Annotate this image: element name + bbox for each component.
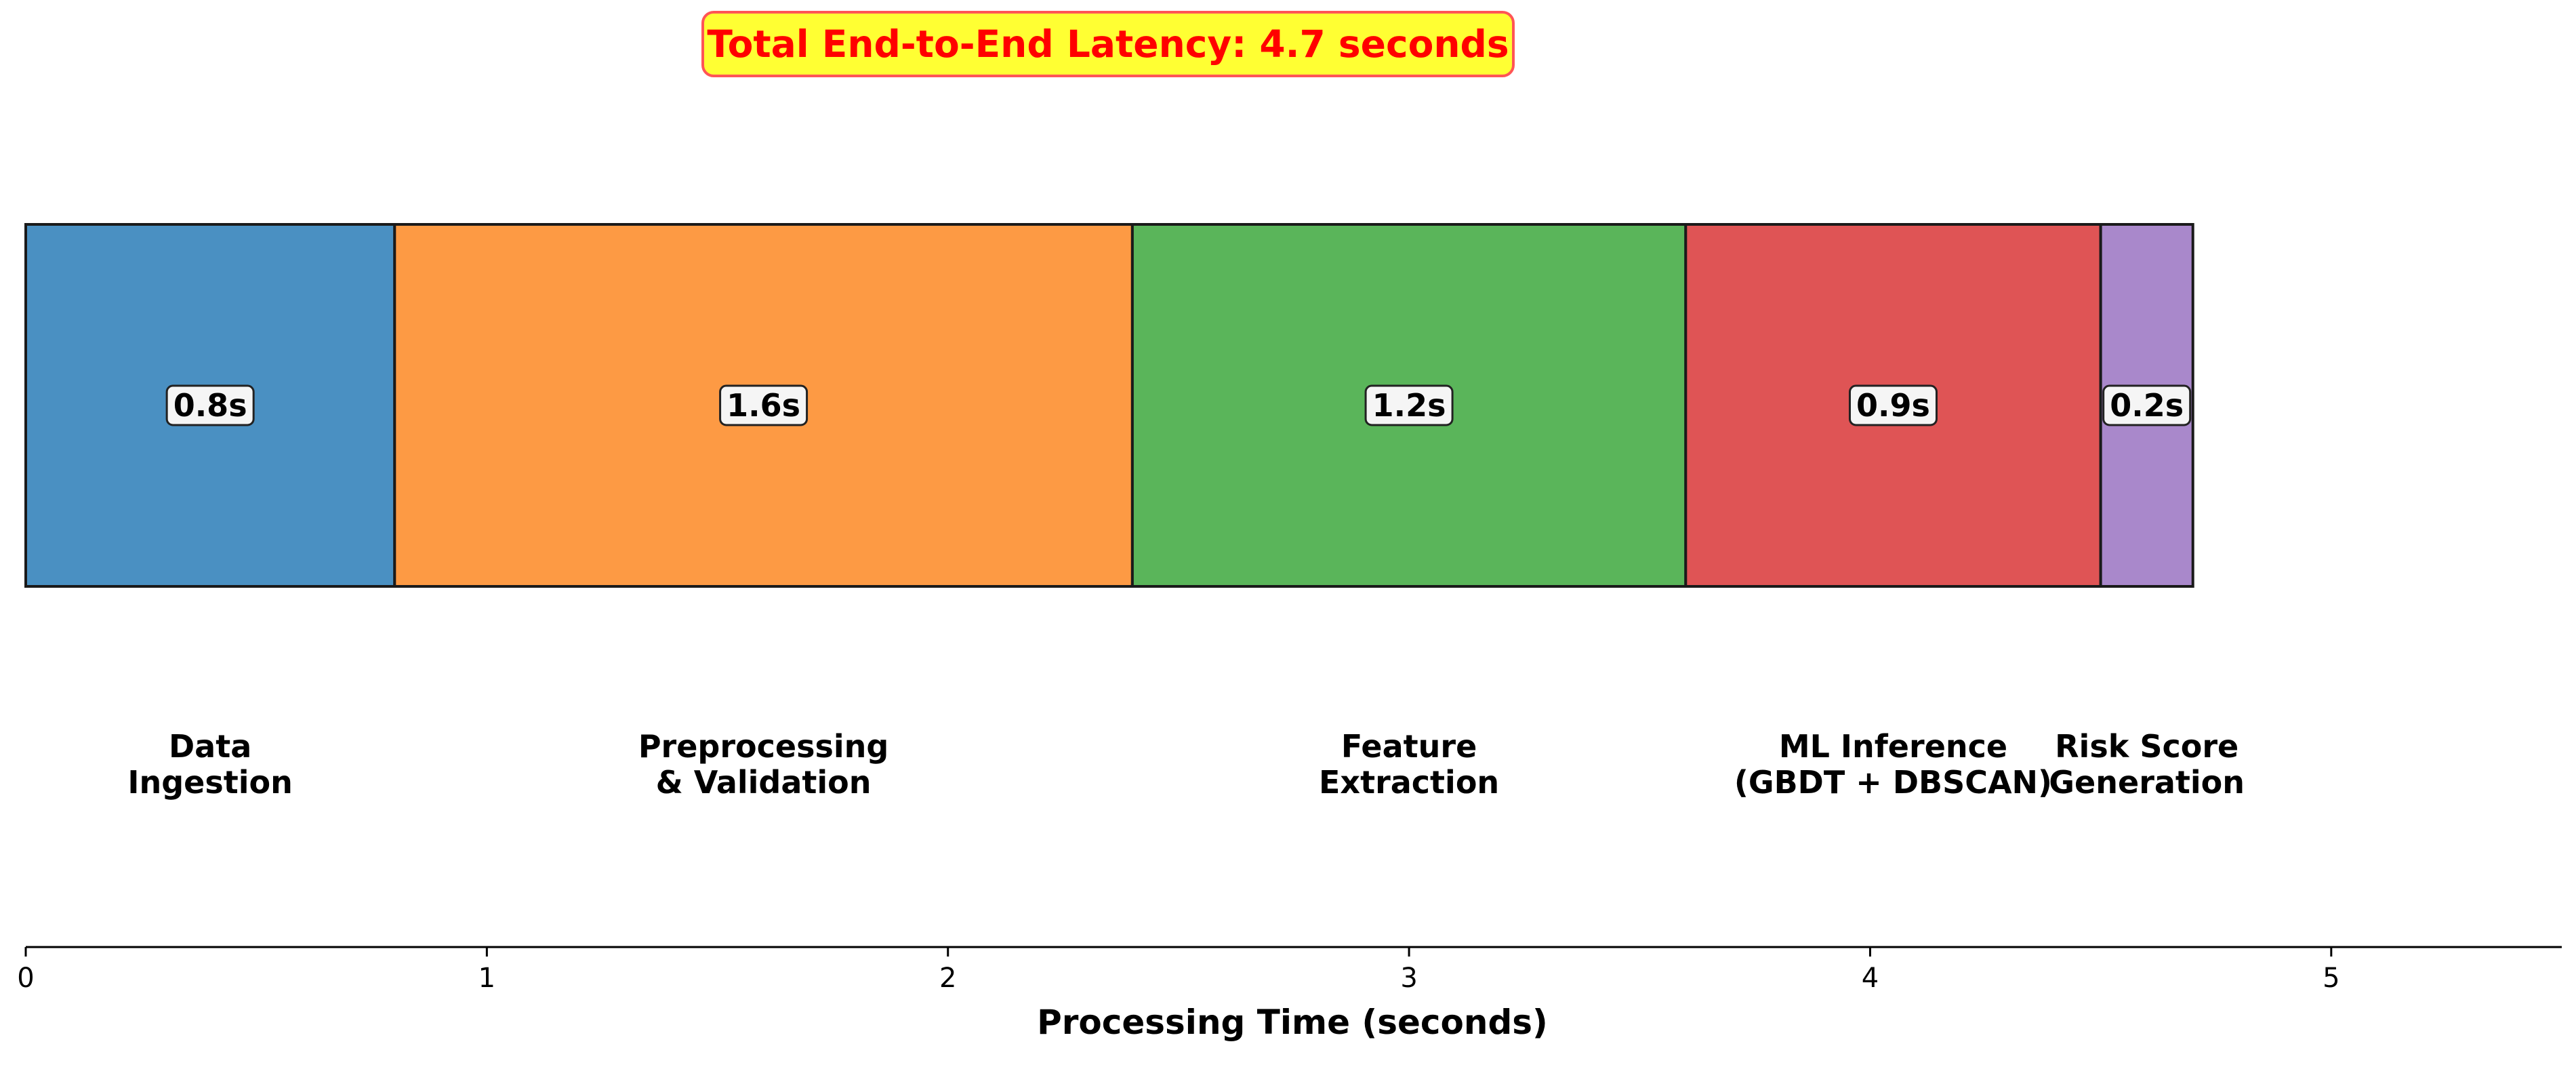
stage-label: Feature Extraction xyxy=(1319,728,1499,801)
x-axis-title: Processing Time (seconds) xyxy=(1037,1003,1548,1042)
value-label-box xyxy=(165,384,255,426)
total-latency-annotation: Total End-to-End Latency: 4.7 seconds xyxy=(701,11,1515,77)
value-label: 0.8s xyxy=(165,384,255,426)
stage-label: Data Ingestion xyxy=(127,728,292,801)
stage-label: Preprocessing & Validation xyxy=(638,728,888,801)
value-label-text: 0.2s xyxy=(2110,387,2184,424)
x-tick-label: 4 xyxy=(1862,963,1879,994)
value-label-text: 0.9s xyxy=(1856,387,1930,424)
x-axis: 0 1 2 3 4 5 xyxy=(17,946,2562,994)
x-tick-label: 3 xyxy=(1400,963,1417,994)
stage-labels: Data Ingestion Preprocessing & Validation Fe… xyxy=(127,728,2245,801)
stage-label: Risk Score Generation xyxy=(2049,728,2245,801)
value-label-box xyxy=(1848,384,1938,426)
value-label: 1.6s xyxy=(719,384,809,426)
value-label-box xyxy=(2102,384,2192,426)
value-label-text: 1.2s xyxy=(1372,387,1446,424)
value-labels: 0.8s 1.6s 1.2s 0.9s 0.2s xyxy=(165,384,2192,426)
value-label: 0.2s xyxy=(2102,384,2192,426)
x-tick-label: 2 xyxy=(939,963,956,994)
stage-label: ML Inference (GBDT + DBSCAN) xyxy=(1734,728,2052,801)
x-tick-label: 5 xyxy=(2323,963,2339,994)
value-label: 1.2s xyxy=(1364,384,1454,426)
value-label-box xyxy=(1364,384,1454,426)
value-label-text: 1.6s xyxy=(727,387,800,424)
x-tick-label: 0 xyxy=(17,963,34,994)
value-label-text: 0.8s xyxy=(173,387,247,424)
value-label: 0.9s xyxy=(1848,384,1938,426)
x-tick-label: 1 xyxy=(478,963,495,994)
value-label-box xyxy=(719,384,809,426)
